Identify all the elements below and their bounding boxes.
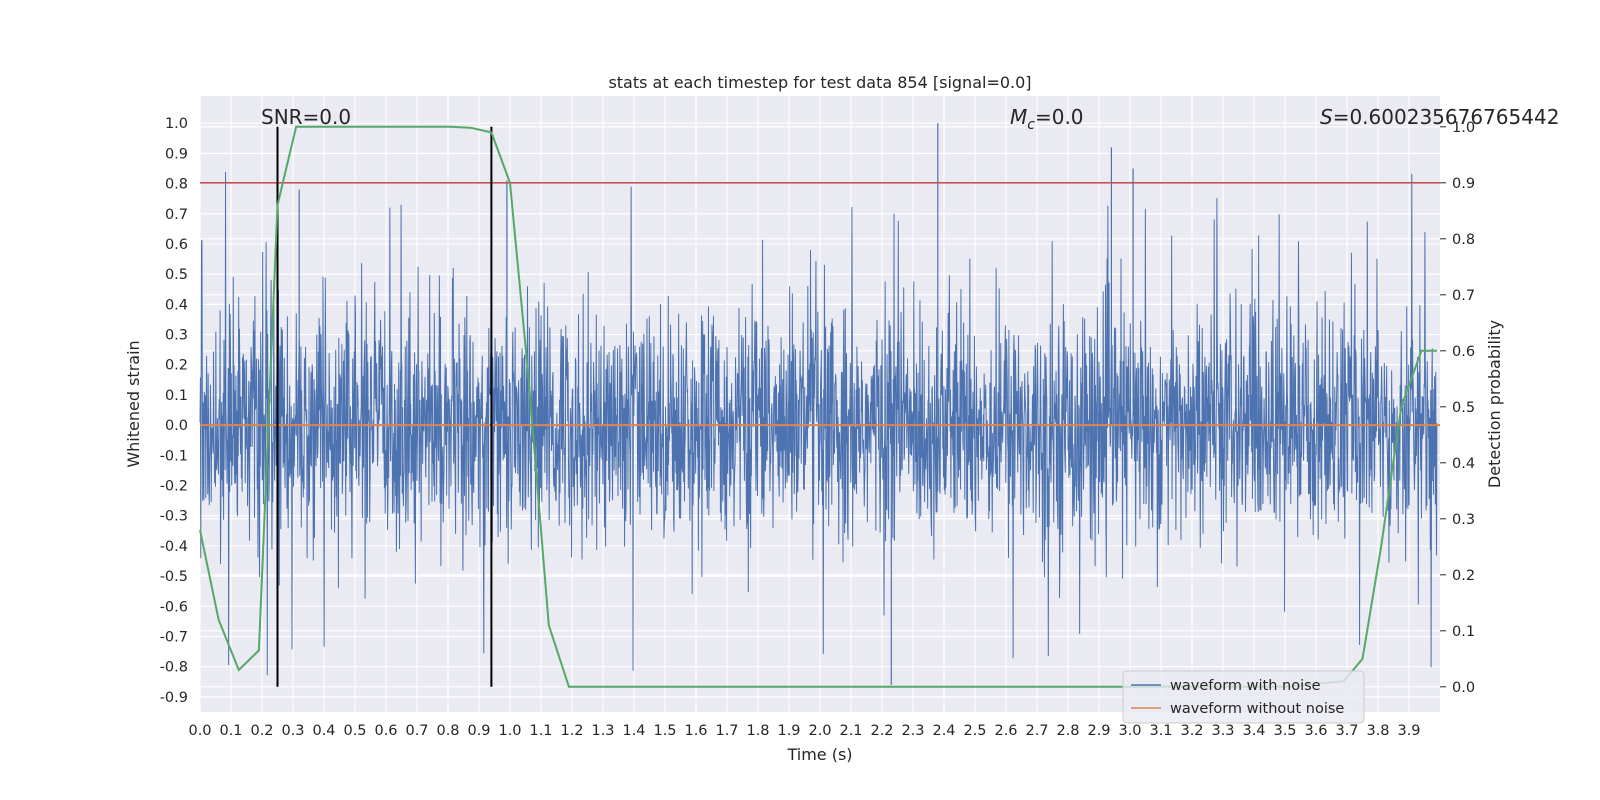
x-tick-label: 2.9	[1087, 723, 1110, 739]
x-tick-label: 0.7	[405, 723, 428, 739]
y2-tick-label: 0.7	[1452, 288, 1475, 304]
x-tick-label: 1.3	[591, 723, 614, 739]
y-tick-label: -0.1	[160, 448, 188, 464]
x-tick-label: 3.6	[1304, 723, 1327, 739]
legend: waveform with noise waveform without noi…	[1122, 670, 1365, 724]
y-tick-label: 0.5	[165, 267, 188, 283]
statistic-value: =0.600235676765442	[1333, 105, 1560, 129]
noise-trace	[199, 171, 1438, 676]
y-tick-label: 0.8	[165, 177, 188, 193]
x-tick-label: 1.8	[746, 723, 769, 739]
x-tick-label: 3.9	[1397, 723, 1420, 739]
chirp-mass-annotation: Mc=0.0	[1010, 105, 1084, 133]
y-tick-label: 0.4	[165, 297, 188, 313]
y-tick-label: -0.3	[160, 509, 188, 525]
x-tick-label: 2.5	[963, 723, 986, 739]
y2-tick-label: 0.4	[1452, 456, 1475, 472]
chirp-mass-value: =0.0	[1035, 105, 1084, 129]
x-tick-label: 2.0	[808, 723, 831, 739]
y-tick-label: -0.7	[160, 630, 188, 646]
y2-tick-labels: 1.0 0.9 0.8 0.7 0.6 0.5 0.4 0.3 0.2 0.1 0.0	[1440, 120, 1475, 696]
x-tick-label: 3.1	[1149, 723, 1172, 739]
y2-axis-label: Detection probability	[1485, 320, 1504, 488]
x-tick-label: 1.0	[498, 723, 521, 739]
x-tick-label: 3.2	[1180, 723, 1203, 739]
chirp-mass-subscript: c	[1027, 117, 1035, 133]
statistic-symbol: S	[1320, 105, 1333, 129]
x-tick-label: 2.4	[932, 723, 955, 739]
waveform-with-noise-series	[199, 123, 1438, 685]
y-tick-labels: 1.0 0.9 0.8 0.7 0.6 0.5 0.4 0.3 0.2 0.1 0.0 -0.1 -0.…	[160, 116, 188, 706]
x-tick-label: 2.3	[901, 723, 924, 739]
x-tick-label: 3.3	[1211, 723, 1234, 739]
y2-tick-label: 0.9	[1452, 176, 1475, 192]
x-tick-label: 0.2	[250, 723, 273, 739]
x-tick-label: 2.7	[1025, 723, 1048, 739]
y-tick-label: -0.2	[160, 479, 188, 495]
x-tick-label: 3.8	[1366, 723, 1389, 739]
x-tick-label: 3.7	[1335, 723, 1358, 739]
x-tick-label: 1.5	[653, 723, 676, 739]
x-tick-label: 0.6	[374, 723, 397, 739]
y-tick-label: 0.3	[165, 328, 188, 344]
x-tick-label: 2.2	[870, 723, 893, 739]
y2-tick-label: 0.6	[1452, 344, 1475, 360]
y-tick-label: 0.0	[165, 418, 188, 434]
y-tick-label: -0.5	[160, 569, 188, 585]
y-tick-label: -0.9	[160, 690, 188, 706]
y-axis-label: Whitened strain	[124, 340, 143, 467]
chart-title: stats at each timestep for test data 854…	[608, 73, 1031, 92]
legend-label-noise: waveform with noise	[1170, 678, 1321, 694]
y2-tick-label: 0.8	[1452, 232, 1475, 248]
x-tick-labels: 0.0 0.1 0.2 0.3 0.4 0.5 0.6 0.7 0.8 0.9 1.0 1.1 1.2 1…	[188, 723, 1420, 739]
x-tick-label: 1.9	[777, 723, 800, 739]
y2-tick-label: 1.0	[1452, 120, 1475, 136]
x-axis-label: Time (s)	[786, 745, 852, 764]
x-tick-label: 0.5	[343, 723, 366, 739]
chirp-mass-symbol: M	[1010, 105, 1027, 129]
x-tick-label: 1.2	[560, 723, 583, 739]
y-tick-label: -0.4	[160, 539, 188, 555]
x-tick-label: 0.4	[312, 723, 335, 739]
y2-tick-label: 0.2	[1452, 568, 1475, 584]
x-tick-label: 0.8	[436, 723, 459, 739]
statistic-annotation: S=0.600235676765442	[1320, 105, 1559, 129]
y-tick-label: -0.6	[160, 599, 188, 615]
legend-label-clean: waveform without noise	[1170, 701, 1344, 717]
x-tick-label: 1.6	[684, 723, 707, 739]
x-tick-label: 0.9	[467, 723, 490, 739]
y-tick-label: 1.0	[165, 116, 188, 132]
y2-tick-label: 0.0	[1452, 680, 1475, 696]
y2-tick-label: 0.3	[1452, 512, 1475, 528]
x-tick-label: 0.3	[281, 723, 304, 739]
x-tick-label: 0.1	[219, 723, 242, 739]
y-tick-label: 0.7	[165, 207, 188, 223]
y-tick-label: 0.6	[165, 237, 188, 253]
x-tick-label: 3.5	[1273, 723, 1296, 739]
x-tick-label: 1.1	[529, 723, 552, 739]
legend-box	[1122, 670, 1365, 724]
x-tick-label: 3.0	[1118, 723, 1141, 739]
y-tick-label: 0.2	[165, 358, 188, 374]
y-tick-label: 0.1	[165, 388, 188, 404]
y2-tick-label: 0.5	[1452, 400, 1475, 416]
y-tick-label: -0.8	[160, 660, 188, 676]
snr-annotation: SNR=0.0	[261, 105, 351, 129]
x-tick-label: 1.7	[715, 723, 738, 739]
y2-tick-label: 0.1	[1452, 624, 1475, 640]
x-tick-label: 1.4	[622, 723, 645, 739]
x-tick-label: 0.0	[188, 723, 211, 739]
x-tick-label: 2.1	[839, 723, 862, 739]
x-tick-label: 2.6	[994, 723, 1017, 739]
x-tick-label: 2.8	[1056, 723, 1079, 739]
y-tick-label: 0.9	[165, 146, 188, 162]
x-tick-label: 3.4	[1242, 723, 1265, 739]
